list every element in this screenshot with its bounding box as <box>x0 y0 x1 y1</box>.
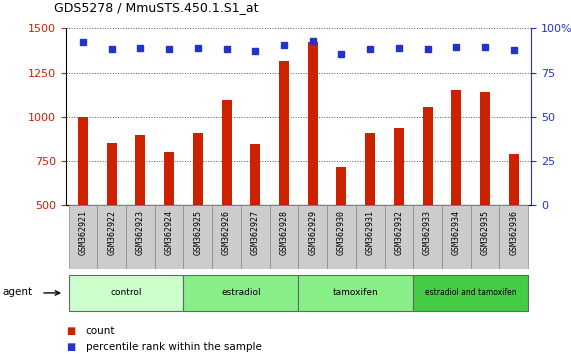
Text: GSM362932: GSM362932 <box>395 210 403 256</box>
Text: GSM362923: GSM362923 <box>136 210 145 256</box>
Text: GSM362925: GSM362925 <box>194 210 202 256</box>
Bar <box>183 205 212 269</box>
Bar <box>298 205 327 269</box>
Text: GSM362921: GSM362921 <box>78 210 87 256</box>
Text: GSM362928: GSM362928 <box>279 210 288 256</box>
Text: GSM362929: GSM362929 <box>308 210 317 256</box>
Bar <box>327 205 356 269</box>
Bar <box>413 275 528 311</box>
Bar <box>69 275 183 311</box>
Bar <box>298 275 413 311</box>
Bar <box>336 167 347 205</box>
Bar <box>509 154 519 205</box>
Text: agent: agent <box>3 287 33 297</box>
Text: GSM362926: GSM362926 <box>222 210 231 256</box>
Text: GSM362935: GSM362935 <box>481 210 489 256</box>
Bar <box>413 205 442 269</box>
Text: ■: ■ <box>66 326 75 336</box>
Bar <box>126 205 155 269</box>
Text: percentile rank within the sample: percentile rank within the sample <box>86 342 262 352</box>
Bar <box>471 205 500 269</box>
Bar <box>212 205 241 269</box>
Text: GSM362934: GSM362934 <box>452 210 461 256</box>
Bar <box>193 133 203 205</box>
Bar <box>222 100 232 205</box>
Text: estradiol and tamoxifen: estradiol and tamoxifen <box>425 287 517 297</box>
Bar <box>250 144 260 205</box>
Bar <box>135 135 146 205</box>
Bar <box>423 107 433 205</box>
Text: count: count <box>86 326 115 336</box>
Bar <box>384 205 413 269</box>
Bar <box>308 42 317 205</box>
Bar <box>69 205 97 269</box>
Bar <box>451 90 461 205</box>
Text: control: control <box>110 287 142 297</box>
Text: GSM362936: GSM362936 <box>509 210 518 256</box>
Bar <box>97 205 126 269</box>
Text: estradiol: estradiol <box>221 287 261 297</box>
Bar <box>279 61 289 205</box>
Bar <box>394 129 404 205</box>
Bar <box>107 143 116 205</box>
Text: GSM362927: GSM362927 <box>251 210 260 256</box>
Bar <box>241 205 270 269</box>
Bar <box>78 117 88 205</box>
Text: GSM362933: GSM362933 <box>423 210 432 256</box>
Bar <box>356 205 384 269</box>
Bar <box>270 205 299 269</box>
Bar <box>500 205 528 269</box>
Bar <box>183 275 298 311</box>
Text: GSM362930: GSM362930 <box>337 210 346 256</box>
Text: GDS5278 / MmuSTS.450.1.S1_at: GDS5278 / MmuSTS.450.1.S1_at <box>54 1 259 14</box>
Text: GSM362931: GSM362931 <box>365 210 375 256</box>
Bar <box>442 205 471 269</box>
Bar <box>164 152 174 205</box>
Text: GSM362922: GSM362922 <box>107 210 116 256</box>
Text: GSM362924: GSM362924 <box>164 210 174 256</box>
Bar <box>480 92 490 205</box>
Text: tamoxifen: tamoxifen <box>333 287 379 297</box>
Bar <box>365 133 375 205</box>
Text: ■: ■ <box>66 342 75 352</box>
Bar <box>155 205 183 269</box>
